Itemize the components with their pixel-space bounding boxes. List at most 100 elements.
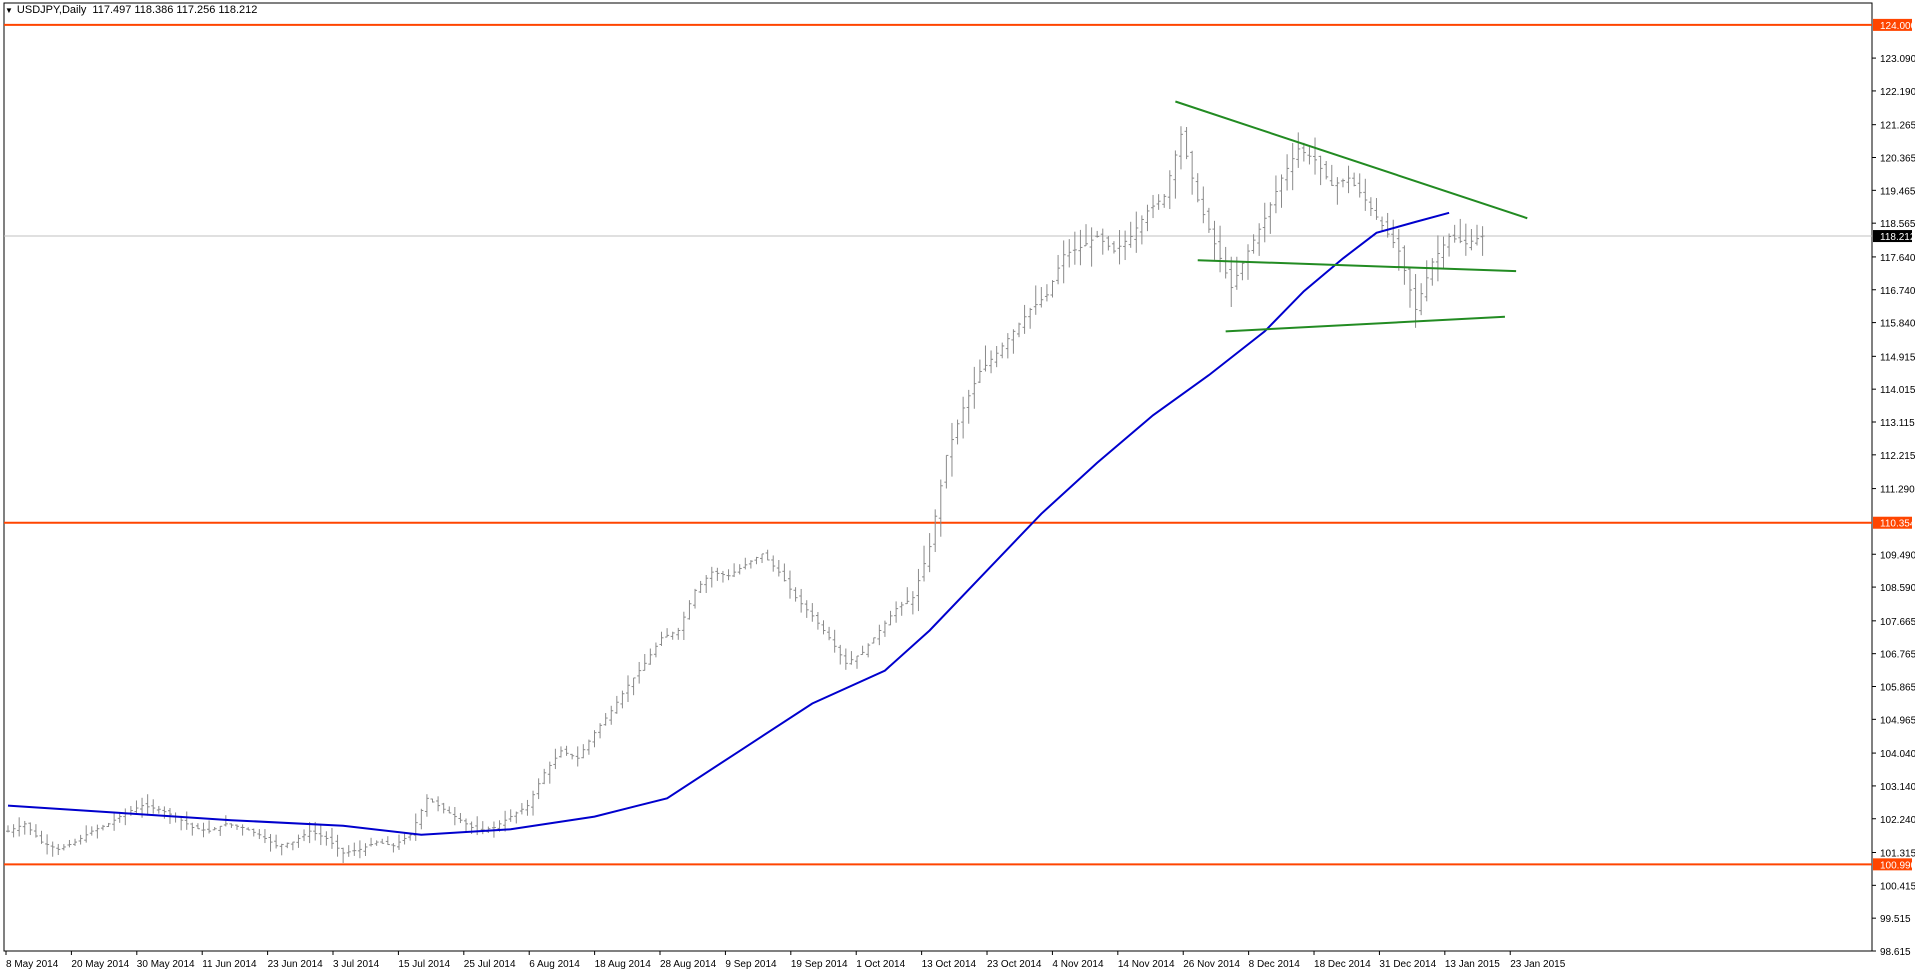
x-tick-label: 18 Dec 2014 [1314,959,1371,969]
ohlc-bar [335,834,340,857]
y-tick-label: 114.015 [1880,385,1915,396]
ohlc-bar [910,591,915,615]
ohlc-bar [849,651,854,665]
ohlc-bar [1368,197,1373,216]
ohlc-bar [642,654,647,671]
ohlc-bar [1050,280,1055,298]
x-tick-label: 23 Jun 2014 [268,959,323,969]
ohlc-bar [1128,221,1133,248]
ohlc-bar [715,567,720,581]
ohlc-bar [575,746,580,767]
ohlc-bar [614,695,619,714]
ohlc-bar [235,824,240,830]
ohlc-bar [776,559,781,577]
ohlc-bar [112,813,117,831]
ohlc-bar [860,645,865,656]
ohlc-bar [1430,258,1435,286]
y-tick-label: 99.515 [1880,914,1911,925]
x-tick-label: 1 Oct 2014 [856,959,905,969]
ohlc-bar [899,601,904,616]
x-tick-label: 25 Jul 2014 [464,959,516,969]
x-tick-label: 28 Aug 2014 [660,959,717,969]
ohlc-bar [341,847,346,863]
ohlc-bar [1184,126,1189,160]
ohlc-bar [1061,240,1066,284]
ohlc-bar [547,761,552,784]
ohlc-bar [592,730,597,748]
ohlc-bar [720,570,725,583]
ohlc-bar [117,813,122,823]
ohlc-bar [748,560,753,569]
ohlc-bar [464,818,469,832]
level-label: 110.354 [1880,519,1915,530]
y-tick-label: 117.640 [1880,253,1915,264]
ohlc-bar [799,588,804,613]
ohlc-bar [1100,228,1105,255]
ohlc-bar [838,644,843,665]
ohlc-bar [1218,225,1223,273]
ohlc-bar [212,826,217,831]
ohlc-bar [782,563,787,582]
ohlc-bar [240,824,245,836]
ohlc-bar [1318,155,1323,186]
ohlc-bar [855,655,860,669]
ohlc-bar [1016,322,1021,338]
ohlc-bar [564,745,569,756]
ohlc-bar [1044,284,1049,302]
symbol-label: USDJPY,Daily [16,4,87,16]
ohlc-bar [1262,202,1267,243]
ohlc-bar [933,509,938,552]
ohlc-bar [1078,229,1083,266]
ohlc-bar [631,677,636,696]
y-tick-label: 115.840 [1880,319,1915,330]
ohlc-bar [1151,194,1156,219]
ohlc-bar [307,821,312,844]
y-tick-label: 108.590 [1880,583,1915,594]
ohlc-bar [106,822,111,827]
level-label-box [1873,18,1912,31]
y-tick-label: 112.215 [1880,451,1915,462]
ohlc-bar [1268,202,1273,234]
ohlc-bar [1352,172,1357,187]
trendline-middle [1197,259,1517,273]
x-tick-label: 13 Oct 2014 [922,959,977,969]
ohlc-bar [866,643,871,658]
moving-average-line [7,211,1450,836]
ohlc-bar [39,830,44,844]
ohlc-bar [1435,235,1440,282]
ohlc-bar [1156,194,1161,210]
ohlc-bar [1005,333,1010,359]
x-tick-label: 3 Jul 2014 [333,959,380,969]
ohlc-bar [1212,220,1217,260]
ohlc-bar [709,566,714,588]
ohlc-bar [73,838,78,846]
ohlc-bar [1475,224,1480,246]
current-price-box [1873,230,1912,243]
ohlc-bar [357,840,362,859]
x-tick-label: 14 Nov 2014 [1118,959,1175,969]
ohlc-bar [514,811,519,824]
dropdown-triangle-icon[interactable]: ▼ [5,6,13,15]
ohlc-bar [815,612,820,630]
ohlc-values: 117.497 118.386 117.256 118.212 [92,4,258,16]
ohlc-bar [17,817,22,837]
ohlc-bar [1402,245,1407,285]
ohlc-bar [961,396,966,439]
ohlc-bar [827,626,832,641]
x-tick-label: 6 Aug 2014 [529,959,580,969]
x-tick-label: 9 Sep 2014 [725,959,777,969]
ohlc-bar [977,359,982,384]
ohlc-bar [1463,223,1468,256]
ohlc-bar [765,549,770,561]
ohlc-bar [972,366,977,409]
ohlc-bar [441,802,446,814]
ohlc-bar [653,642,658,658]
ohlc-bar [1178,126,1183,170]
x-tick-label: 4 Nov 2014 [1052,959,1104,969]
ohlc-bar [1162,193,1167,208]
x-tick-label: 8 May 2014 [6,959,59,969]
ohlc-bar [1458,218,1463,244]
ohlc-bar [89,826,94,836]
ohlc-bar [346,845,351,857]
